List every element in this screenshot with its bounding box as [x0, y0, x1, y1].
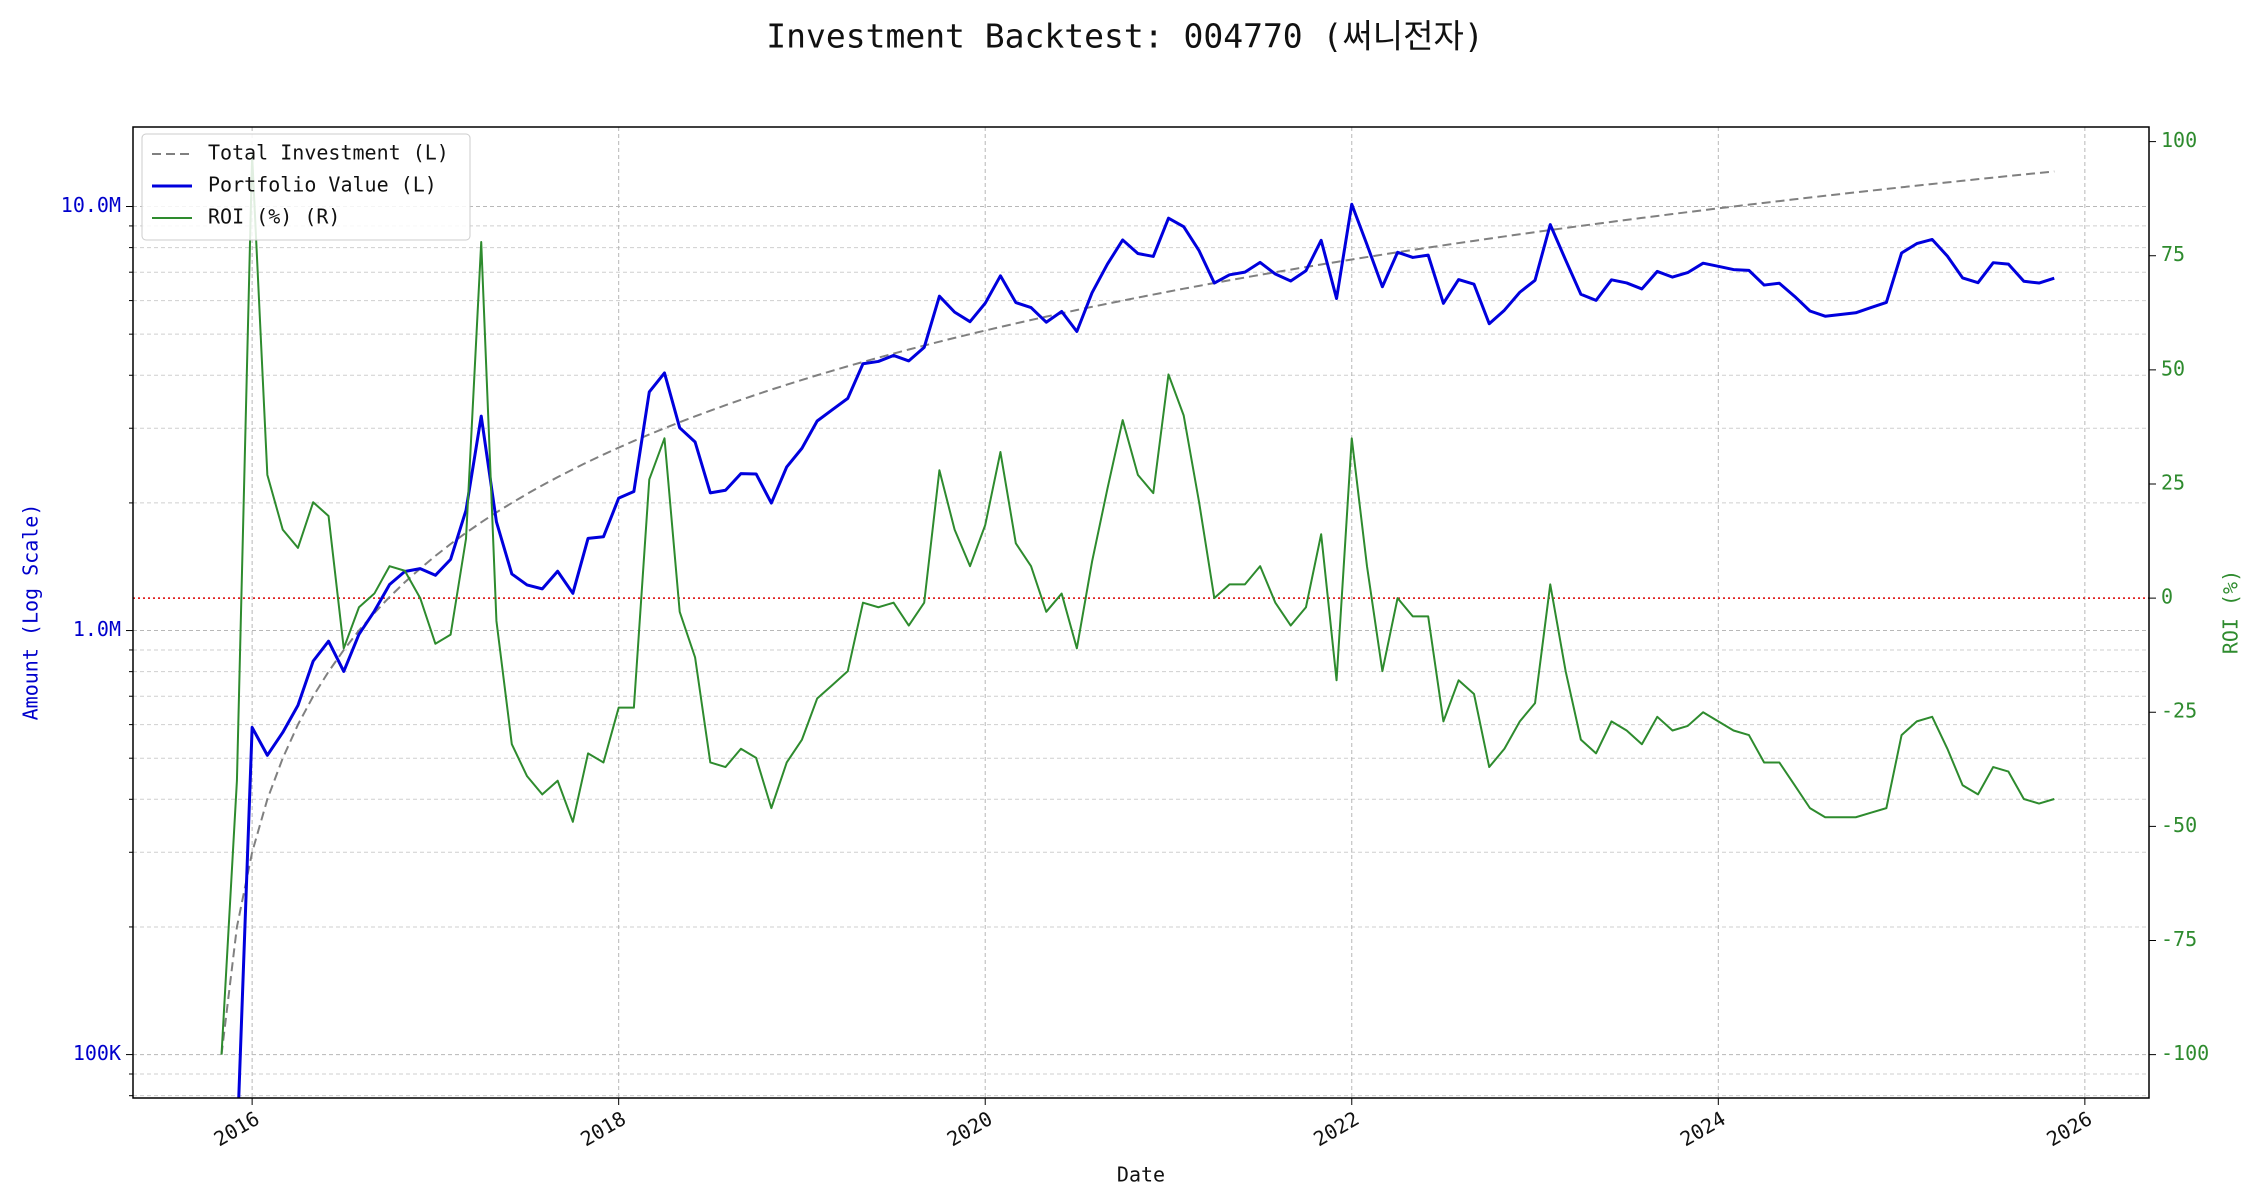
legend-box [141, 133, 471, 241]
grid [133, 127, 2149, 1098]
plot-frame [132, 126, 2150, 1099]
y2-tick-label: 75 [2161, 242, 2185, 266]
legend-label: ROI (%) (R) [208, 205, 340, 229]
y-tick-label: 10.0M [61, 193, 121, 217]
series-line [220, 170, 2055, 1055]
legend-label: Total Investment (L) [208, 141, 449, 165]
plot-area [133, 154, 2149, 1098]
x-axis-label: Date [1117, 1163, 1165, 1187]
series-line [237, 202, 2055, 1098]
y2-tick-label: -25 [2161, 699, 2197, 723]
y2-tick-label: -75 [2161, 927, 2197, 951]
y2-tick-label: -50 [2161, 813, 2197, 837]
y2-axis-label: ROI (%) [2219, 570, 2243, 654]
legend-label: Portfolio Value (L) [208, 173, 437, 197]
y-tick-label: 1.0M [73, 617, 121, 641]
y2-tick-label: 100 [2161, 128, 2197, 152]
y2-tick-label: -100 [2161, 1041, 2209, 1065]
y-axis-label: Amount (Log Scale) [19, 504, 43, 721]
y2-tick-label: 50 [2161, 356, 2185, 380]
chart-title: Investment Backtest: 004770 (써니전자) [766, 17, 1483, 56]
legend: Total Investment (L) Portfolio Value (L) R… [141, 133, 471, 241]
series-line [220, 154, 2055, 1055]
y-tick-label: 100K [73, 1041, 121, 1065]
y2-tick-label: 0 [2161, 585, 2173, 609]
y2-tick-label: 25 [2161, 470, 2185, 494]
